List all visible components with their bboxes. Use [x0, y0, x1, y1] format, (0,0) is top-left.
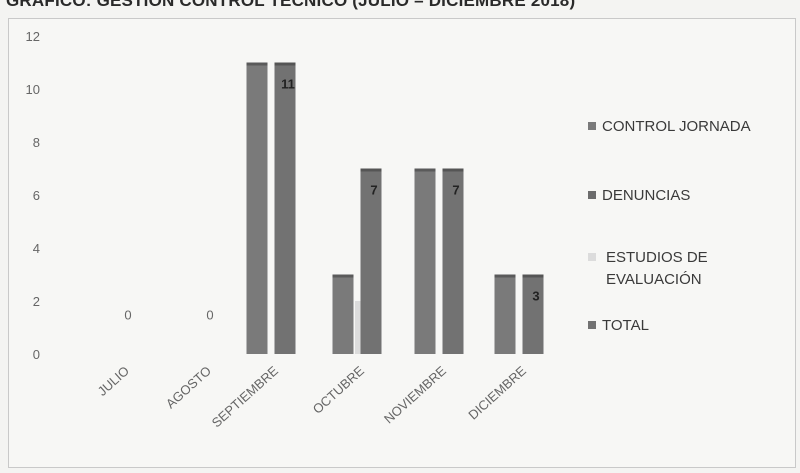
x-category-label: DICIEMBRE	[465, 363, 529, 423]
bar-control-jornada-cap	[414, 168, 436, 172]
legend-swatch	[588, 253, 596, 261]
y-tick-label: 8	[33, 135, 40, 150]
y-tick-label: 6	[33, 188, 40, 203]
legend-label: CONTROL JORNADA	[602, 118, 751, 135]
x-category-label: OCTUBRE	[310, 363, 368, 417]
bar-control-jornada	[246, 62, 268, 354]
y-tick-label: 10	[26, 82, 40, 97]
legend-swatch	[588, 122, 596, 130]
bar-total	[522, 274, 544, 354]
y-tick-label: 2	[33, 294, 40, 309]
chart-area	[8, 18, 796, 468]
legend-swatch	[588, 191, 596, 199]
y-tick-label: 4	[33, 241, 40, 256]
data-label: 7	[370, 183, 377, 198]
x-category-label: SEPTIEMBRE	[209, 363, 282, 430]
legend-label: EVALUACIÓN	[606, 271, 702, 288]
data-label: 0	[124, 308, 131, 323]
x-category-label: NOVIEMBRE	[381, 363, 449, 427]
data-label: 7	[452, 183, 459, 198]
bar-control-jornada	[414, 168, 436, 354]
bar-control-jornada-cap	[332, 274, 354, 278]
bar-total-cap	[274, 62, 296, 66]
y-tick-label: 12	[26, 29, 40, 44]
bar-total-cap	[442, 168, 464, 172]
legend-swatch	[588, 321, 596, 329]
bar-total-cap	[522, 274, 544, 278]
legend-label: ESTUDIOS DE	[606, 249, 708, 266]
data-label: 0	[206, 308, 213, 323]
bar-total-cap	[360, 168, 382, 172]
data-label: 3	[532, 289, 539, 304]
legend-label: DENUNCIAS	[602, 187, 690, 204]
legend-label: TOTAL	[602, 317, 649, 334]
bar-total	[360, 168, 382, 354]
bar-total	[274, 62, 296, 354]
bar-control-jornada-cap	[494, 274, 516, 278]
x-category-label: JULIO	[95, 363, 132, 399]
y-tick-label: 0	[33, 347, 40, 362]
bar-control-jornada-cap	[246, 62, 268, 66]
bar-control-jornada	[332, 274, 354, 354]
data-label: 11	[281, 77, 295, 92]
x-category-label: AGOSTO	[163, 363, 214, 411]
bar-total	[442, 168, 464, 354]
bar-control-jornada	[494, 274, 516, 354]
chart-title: GRÁFICO: GESTIÓN CONTROL TÉCNICO (JULIO …	[6, 0, 576, 10]
